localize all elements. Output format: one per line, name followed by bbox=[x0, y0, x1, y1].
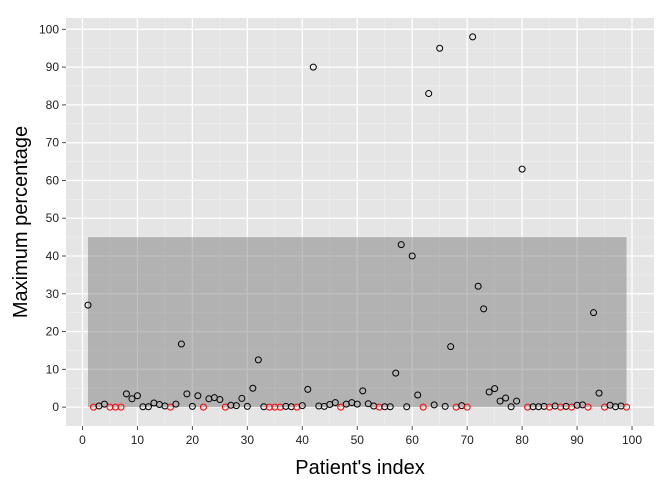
data-point bbox=[414, 391, 422, 399]
data-point bbox=[166, 403, 174, 411]
data-point bbox=[172, 400, 180, 408]
data-point bbox=[381, 403, 389, 411]
x-axis-ticks: 0 10 20 30 40 50 60 70 80 90 100 bbox=[79, 426, 642, 447]
data-point bbox=[122, 390, 130, 398]
data-point bbox=[84, 301, 92, 309]
x-tick-label: 100 bbox=[622, 433, 642, 447]
x-tick-label: 70 bbox=[460, 433, 474, 447]
data-point bbox=[183, 390, 191, 398]
data-point bbox=[529, 403, 537, 411]
data-point bbox=[232, 402, 240, 410]
data-point bbox=[144, 403, 152, 411]
data-point bbox=[425, 90, 433, 98]
data-point bbox=[485, 388, 493, 396]
data-point bbox=[133, 392, 141, 400]
data-point bbox=[353, 400, 361, 408]
data-point bbox=[403, 403, 411, 411]
data-point bbox=[265, 403, 273, 411]
shaded-band bbox=[87, 237, 627, 408]
data-point bbox=[595, 389, 603, 397]
data-point bbox=[216, 396, 224, 404]
data-point bbox=[441, 402, 449, 410]
data-point bbox=[139, 403, 147, 411]
data-point bbox=[463, 403, 471, 411]
data-point bbox=[309, 63, 317, 71]
data-point bbox=[623, 403, 631, 411]
x-axis-title: Patient's index bbox=[295, 457, 424, 479]
data-point bbox=[474, 282, 482, 290]
data-point bbox=[502, 394, 510, 402]
x-tick-label: 90 bbox=[570, 433, 584, 447]
y-tick-label: 40 bbox=[46, 249, 60, 263]
data-point bbox=[243, 402, 251, 410]
x-tick-label: 0 bbox=[79, 433, 86, 447]
data-point bbox=[298, 402, 306, 410]
x-tick-label: 20 bbox=[186, 433, 200, 447]
data-point bbox=[254, 356, 262, 364]
y-axis-ticks: 0 10 20 30 40 50 60 70 80 90 100 bbox=[39, 22, 66, 414]
data-points bbox=[84, 33, 631, 411]
data-point bbox=[430, 401, 438, 409]
data-point bbox=[128, 395, 136, 403]
data-point bbox=[177, 340, 185, 348]
y-tick-label: 100 bbox=[39, 22, 59, 36]
data-point bbox=[496, 397, 504, 405]
data-point bbox=[100, 400, 108, 408]
data-point bbox=[469, 33, 477, 41]
data-point bbox=[447, 343, 455, 351]
x-tick-label: 40 bbox=[296, 433, 310, 447]
data-point bbox=[436, 44, 444, 52]
x-tick-label: 50 bbox=[351, 433, 365, 447]
data-point bbox=[188, 402, 196, 410]
data-point bbox=[480, 305, 488, 313]
data-point bbox=[337, 403, 345, 411]
y-tick-label: 0 bbox=[52, 400, 59, 414]
data-point bbox=[518, 165, 526, 173]
data-point bbox=[106, 403, 114, 411]
data-point bbox=[397, 241, 405, 249]
data-point bbox=[419, 403, 427, 411]
data-point bbox=[117, 403, 125, 411]
data-point bbox=[590, 309, 598, 317]
x-tick-label: 10 bbox=[131, 433, 145, 447]
data-point bbox=[392, 369, 400, 377]
x-tick-label: 30 bbox=[241, 433, 255, 447]
data-point bbox=[386, 403, 394, 411]
y-tick-label: 30 bbox=[46, 287, 60, 301]
x-tick-label: 80 bbox=[515, 433, 529, 447]
y-tick-label: 70 bbox=[46, 136, 60, 150]
data-point bbox=[491, 385, 499, 393]
data-point bbox=[408, 252, 416, 260]
y-axis-title: Maximum percentage bbox=[10, 126, 32, 318]
y-tick-label: 90 bbox=[46, 60, 60, 74]
data-point bbox=[359, 387, 367, 395]
y-tick-label: 50 bbox=[46, 211, 60, 225]
data-point bbox=[331, 399, 339, 407]
y-tick-label: 60 bbox=[46, 173, 60, 187]
data-point bbox=[249, 384, 257, 392]
data-point bbox=[507, 403, 515, 411]
data-point bbox=[513, 397, 521, 405]
y-tick-label: 80 bbox=[46, 98, 60, 112]
data-point bbox=[194, 392, 202, 400]
data-point bbox=[271, 403, 279, 411]
data-point bbox=[199, 403, 207, 411]
data-point bbox=[304, 385, 312, 393]
data-point bbox=[584, 403, 592, 411]
y-tick-label: 20 bbox=[46, 325, 60, 339]
y-tick-label: 10 bbox=[46, 362, 60, 376]
data-point bbox=[111, 403, 119, 411]
data-point bbox=[238, 394, 246, 402]
x-tick-label: 60 bbox=[406, 433, 420, 447]
